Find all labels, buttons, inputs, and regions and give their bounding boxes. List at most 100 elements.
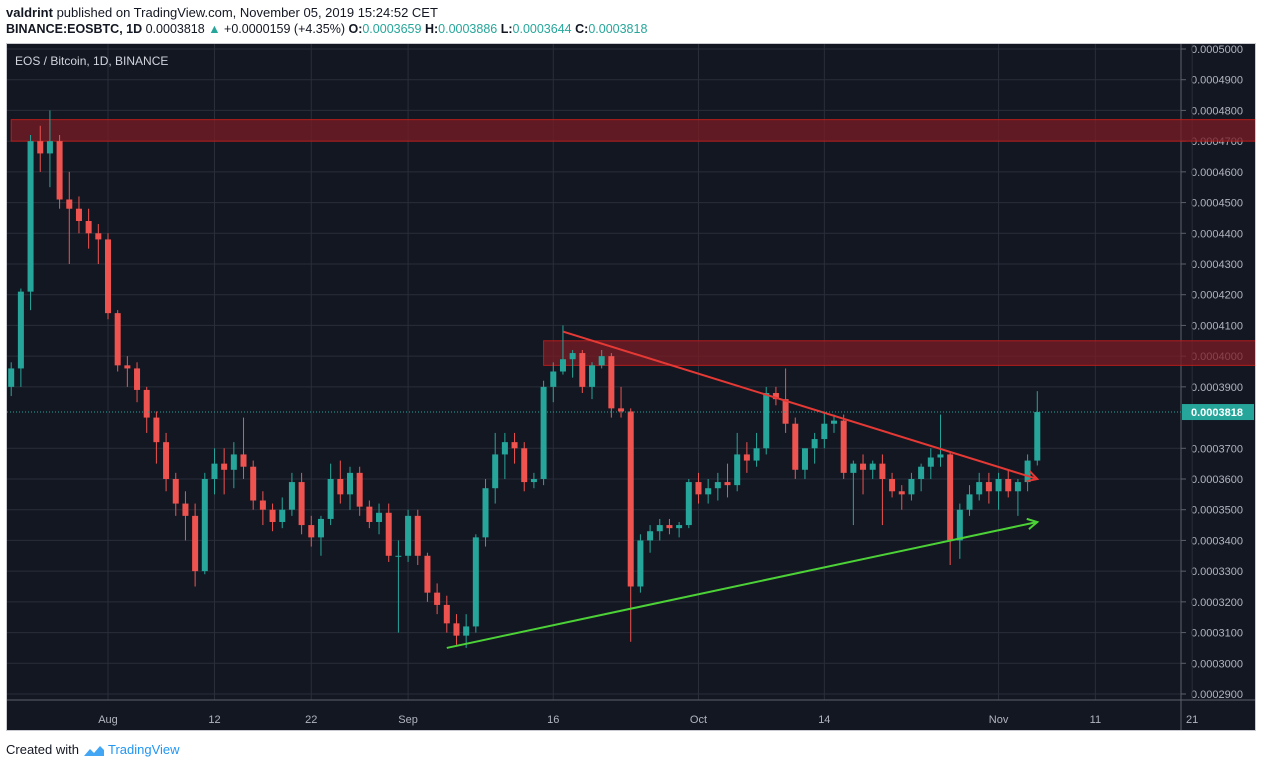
candle-body xyxy=(8,368,15,387)
candle-body xyxy=(550,371,557,387)
candle-body xyxy=(172,479,179,504)
resistance-trendline xyxy=(562,330,1038,480)
candle-body xyxy=(511,442,518,449)
candle-body xyxy=(801,448,808,470)
candle-body xyxy=(782,399,789,424)
candle-body xyxy=(230,454,237,470)
support-arrowhead-icon xyxy=(1026,517,1040,530)
candle-body xyxy=(143,389,150,418)
y-tick-label: 0.0003300 xyxy=(1191,566,1243,578)
candle-body xyxy=(405,515,412,556)
candle-body xyxy=(492,454,499,489)
candle-body xyxy=(1034,412,1041,461)
candle-body xyxy=(637,540,644,587)
candle-body xyxy=(879,463,886,479)
candle-body xyxy=(501,442,508,455)
candle-body xyxy=(840,420,847,473)
published-text: published on TradingView.com, November 0… xyxy=(52,5,438,20)
candle-body xyxy=(976,482,983,495)
y-tick-label: 0.0003900 xyxy=(1191,382,1243,394)
candle-body xyxy=(559,359,566,372)
candle-body xyxy=(385,512,392,556)
candle-body xyxy=(66,199,73,209)
author-name[interactable]: valdrint xyxy=(6,5,53,20)
low-value: 0.0003644 xyxy=(512,22,572,36)
y-tick-label: 0.0004500 xyxy=(1191,198,1243,210)
candle-body xyxy=(366,506,373,522)
candle-body xyxy=(695,482,702,495)
candle-body xyxy=(1005,479,1012,492)
x-tick-label: Aug xyxy=(98,714,118,726)
candle-body xyxy=(685,482,692,526)
y-tick-label: 0.0002900 xyxy=(1191,689,1243,701)
candle-body xyxy=(221,463,228,470)
chart-title: EOS / Bitcoin, 1D, BINANCE xyxy=(15,54,168,68)
candle-body xyxy=(898,491,905,495)
y-tick-label: 0.0004900 xyxy=(1191,75,1243,87)
candle-body xyxy=(269,509,276,522)
candle-body xyxy=(540,386,547,479)
candle-body xyxy=(676,525,683,529)
last-price-tag xyxy=(1182,404,1254,421)
candle-body xyxy=(37,141,44,154)
candle-body xyxy=(240,454,247,467)
candle-body xyxy=(947,454,954,541)
tradingview-logo-icon xyxy=(83,745,104,756)
y-tick-label: 0.0003500 xyxy=(1191,505,1243,517)
x-tick-label: 22 xyxy=(305,714,317,726)
candle-body xyxy=(337,479,344,495)
candle-body xyxy=(288,482,295,510)
candle-body xyxy=(95,233,102,240)
candle-body xyxy=(75,208,82,221)
candle-body xyxy=(869,463,876,470)
candle-body xyxy=(821,423,828,440)
price-chart[interactable]: 0.00050000.00049000.00048000.00047000.00… xyxy=(7,44,1255,730)
candle-body xyxy=(608,356,615,409)
candle-body xyxy=(772,393,779,400)
tradingview-link[interactable]: TradingView xyxy=(83,742,180,757)
candle-body xyxy=(356,472,363,507)
x-tick-label: 11 xyxy=(1090,714,1101,726)
y-tick-label: 0.0003100 xyxy=(1191,628,1243,640)
tradingview-brand-label: TradingView xyxy=(107,742,180,757)
y-tick-label: 0.0003000 xyxy=(1191,658,1243,670)
candle-body xyxy=(724,482,731,486)
candle-body xyxy=(27,141,34,292)
candle-body xyxy=(908,479,915,495)
candle-body xyxy=(182,503,189,516)
candle-body xyxy=(434,592,441,605)
candle-body xyxy=(414,515,421,556)
y-tick-label: 0.0004200 xyxy=(1191,290,1243,302)
candle-body xyxy=(482,488,489,538)
y-tick-label: 0.0004300 xyxy=(1191,259,1243,271)
last-price: 0.0003818 xyxy=(145,22,205,36)
candle-body xyxy=(850,463,857,473)
candle-body xyxy=(46,141,53,154)
candle-body xyxy=(1024,460,1031,483)
candle-body xyxy=(376,512,383,522)
x-tick-label: 12 xyxy=(208,714,220,726)
candle-body xyxy=(889,479,896,492)
candle-body xyxy=(627,411,634,587)
x-tick-label: 16 xyxy=(547,714,559,726)
candle-body xyxy=(589,365,595,387)
y-tick-label: 0.0005000 xyxy=(1191,44,1243,56)
candle-body xyxy=(656,525,663,532)
candle-body xyxy=(598,356,605,366)
candle-body xyxy=(956,509,963,541)
y-tick-label: 0.0003700 xyxy=(1191,443,1243,455)
chart-frame[interactable]: 0.0005000 0.0004900 0.0004800 0.0004700 0.00… xyxy=(6,43,1256,731)
candle-body xyxy=(472,537,479,627)
candle-body xyxy=(105,239,111,314)
y-tick-label: 0.0004600 xyxy=(1191,167,1243,179)
y-tick-label: 0.0004800 xyxy=(1191,105,1243,117)
candle-body xyxy=(831,420,837,424)
resistance-arrowhead-icon xyxy=(1026,470,1040,483)
change-arrow-icon: ▲ xyxy=(208,22,221,36)
candle-body xyxy=(995,479,1002,492)
y-tick-label: 0.0003600 xyxy=(1191,474,1243,486)
candle-body xyxy=(666,525,673,529)
candle-body xyxy=(395,555,402,557)
candle-body xyxy=(714,482,721,489)
candle-body xyxy=(530,479,537,483)
